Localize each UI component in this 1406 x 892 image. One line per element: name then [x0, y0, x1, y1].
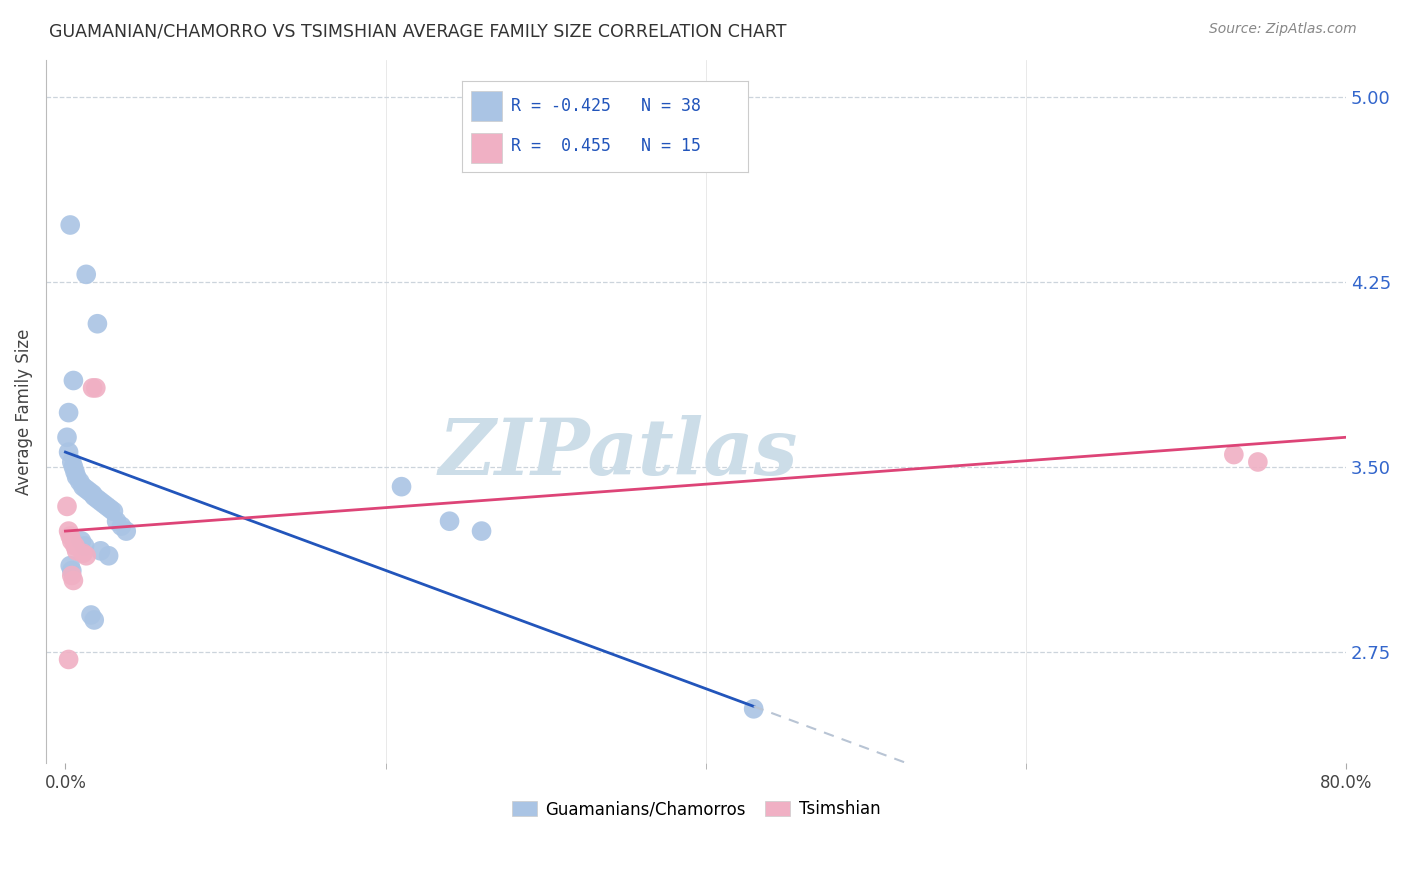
Point [56, 430, 79, 444]
Point [86, 317, 108, 331]
Point [72, 480, 94, 494]
Point [60, 455, 83, 469]
Point [98, 501, 121, 516]
Point [69, 475, 91, 489]
Point [90, 494, 112, 508]
Point [103, 504, 125, 518]
Point [1223, 448, 1246, 462]
Legend: Guamanians/Chamorros, Tsimshian: Guamanians/Chamorros, Tsimshian [505, 794, 887, 825]
Point [79, 484, 101, 499]
Point [93, 497, 115, 511]
Point [58, 445, 80, 459]
Point [58, 406, 80, 420]
Point [59, 558, 82, 573]
Point [62, 374, 84, 388]
Point [86, 491, 108, 506]
Point [59, 218, 82, 232]
Point [59, 529, 82, 543]
Point [65, 544, 87, 558]
Point [110, 519, 132, 533]
Point [60, 568, 83, 582]
Point [471, 524, 494, 538]
Point [58, 524, 80, 538]
Point [75, 268, 97, 282]
Point [65, 470, 87, 484]
Point [72, 546, 94, 560]
Point [80, 607, 103, 622]
Point [105, 514, 128, 528]
Point [75, 482, 97, 496]
Point [83, 613, 105, 627]
Point [84, 381, 107, 395]
Point [82, 381, 104, 395]
Point [58, 652, 80, 666]
Point [90, 544, 112, 558]
Point [1247, 455, 1270, 469]
Point [742, 702, 765, 716]
Point [60, 533, 83, 548]
Point [439, 514, 461, 528]
Text: GUAMANIAN/CHAMORRO VS TSIMSHIAN AVERAGE FAMILY SIZE CORRELATION CHART: GUAMANIAN/CHAMORRO VS TSIMSHIAN AVERAGE … [49, 22, 787, 40]
Text: ZIPatlas: ZIPatlas [439, 416, 797, 491]
Point [62, 459, 84, 474]
Point [96, 500, 118, 514]
Point [73, 539, 96, 553]
Text: Source: ZipAtlas.com: Source: ZipAtlas.com [1209, 22, 1357, 37]
Point [82, 487, 104, 501]
Point [62, 574, 84, 588]
Y-axis label: Average Family Size: Average Family Size [15, 328, 32, 494]
Point [391, 480, 413, 494]
Point [63, 465, 86, 479]
Point [75, 549, 97, 563]
Point [97, 549, 120, 563]
Point [56, 500, 79, 514]
Point [70, 533, 93, 548]
Point [63, 539, 86, 553]
Point [83, 490, 105, 504]
Point [115, 524, 138, 538]
Point [60, 564, 83, 578]
